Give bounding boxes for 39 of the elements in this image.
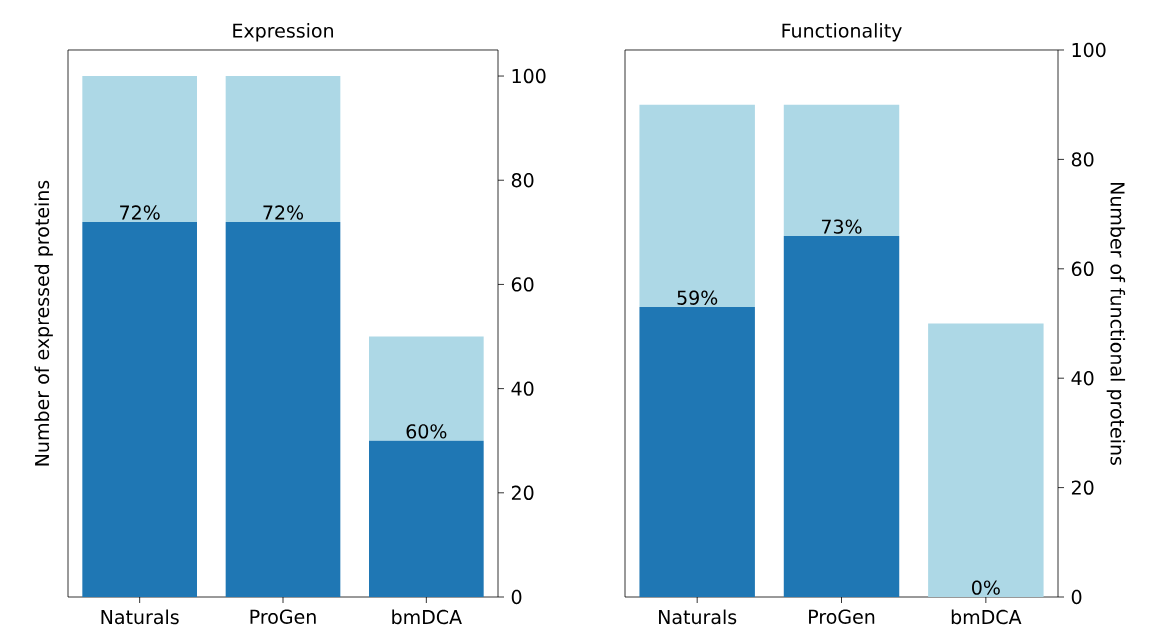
annotation: 60% xyxy=(406,424,447,439)
y-tick-label: 20 xyxy=(1071,480,1094,495)
bar xyxy=(369,336,484,441)
bar xyxy=(225,76,341,222)
chart-title: Expression xyxy=(233,23,333,42)
y-tick-label: 60 xyxy=(1071,261,1094,276)
annotation: 73% xyxy=(821,219,862,234)
y-tick-label: 0 xyxy=(511,589,522,605)
x-tick-label: bmDCA xyxy=(392,609,462,625)
bar xyxy=(225,221,341,597)
bar xyxy=(928,323,1044,597)
y-tick-label: 80 xyxy=(511,173,534,188)
y-axis-title: Number of expressed proteins xyxy=(34,180,53,466)
bar xyxy=(783,235,900,597)
annotation: 59% xyxy=(677,290,718,305)
y-tick-label: 40 xyxy=(1071,371,1094,386)
bar xyxy=(82,221,197,597)
y-axis-title: Number of functional proteins xyxy=(1106,182,1126,465)
x-tick-label: ProGen xyxy=(809,609,875,624)
y-tick-label: 100 xyxy=(1072,42,1106,58)
chart-title: Functionality xyxy=(782,23,902,42)
y-tick-label: 0 xyxy=(1071,589,1082,605)
bar xyxy=(783,104,900,236)
annotation: 72% xyxy=(120,205,160,220)
annotation: 72% xyxy=(263,205,304,220)
y-tick-label: 80 xyxy=(1071,152,1094,167)
y-tick-label: 60 xyxy=(511,277,534,292)
y-tick-label: 20 xyxy=(511,485,534,500)
x-tick-label: Naturals xyxy=(659,609,737,625)
bar xyxy=(369,440,484,597)
bar xyxy=(82,76,197,222)
x-tick-label: ProGen xyxy=(250,609,316,624)
y-tick-label: 40 xyxy=(511,381,534,396)
x-tick-label: Naturals xyxy=(101,609,179,625)
annotation: 0% xyxy=(972,580,1000,595)
x-tick-label: bmDCA xyxy=(951,609,1022,625)
bar xyxy=(639,104,755,308)
y-tick-label: 100 xyxy=(512,68,546,84)
bar xyxy=(639,307,755,597)
